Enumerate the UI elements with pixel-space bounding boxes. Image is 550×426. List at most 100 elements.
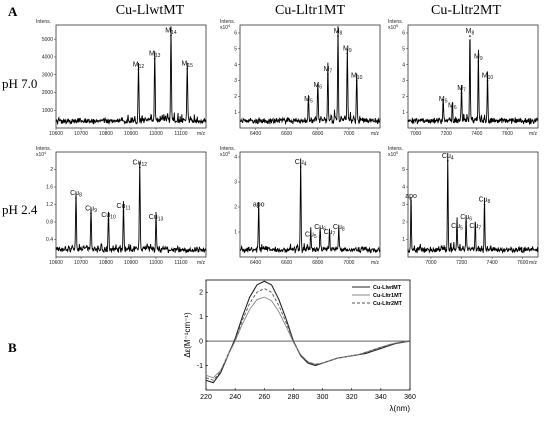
cd-x-tick-label: 220 — [200, 394, 212, 401]
cd-spectrum-chart: 220 240 260 280 300 320 340 360 -1 0 1 2 λ(nm) Δε(M⁻¹… — [183, 279, 416, 413]
x-tick-label: 7200 — [456, 260, 467, 266]
x-tick-label: 7000 — [425, 260, 436, 266]
spectrum-trace — [55, 26, 207, 126]
cd-y-tick-label: 2 — [199, 290, 203, 297]
column-header-wt: Cu-LlwtMT — [116, 3, 185, 18]
x-tick-label: 6600 — [281, 131, 292, 137]
peak-label: Cu10 — [101, 212, 116, 221]
y-tick-label: 3 — [402, 202, 405, 208]
ms-panel-tr2-ph24: 7000 7200 7400 7600 1 2 3 4 5 Intens.x105 m/z apo Cu… — [388, 146, 539, 266]
peak-apex — [465, 221, 467, 223]
peak-apex — [319, 231, 321, 233]
y-tick-label: 6 — [234, 31, 237, 37]
y-axis-title: Intens. — [388, 146, 403, 152]
cd-series-line-1 — [205, 280, 411, 384]
peak-label: M6 — [448, 103, 457, 112]
peak-label: Cu8 — [479, 197, 491, 206]
x-tick-label: 10600 — [49, 260, 63, 266]
peak-label: Cu6 — [314, 224, 326, 233]
y-axis-title: Intens. — [220, 146, 235, 152]
x-axis-title: m/z — [371, 260, 380, 266]
y-tick-label: 0.8 — [46, 220, 53, 226]
y-tick-label: 2 — [234, 94, 237, 100]
peak-apex — [346, 52, 349, 55]
x-axis-title: m/z — [371, 131, 380, 137]
cd-y-tick-label: 1 — [199, 314, 203, 321]
plot-frame — [55, 24, 207, 129]
peak-apex — [337, 231, 340, 233]
y-tick-label: 1 — [234, 230, 237, 236]
y-tick-label: 4 — [234, 155, 237, 161]
x-tick-label: 10700 — [74, 131, 88, 137]
row-header-ph7: pH 7.0 — [2, 76, 37, 91]
x-tick-label: 6800 — [312, 131, 323, 137]
ms-panel-wt-ph24: 10600 10700 10800 10900 11000 11100 0.4 0.8 1.2 1… — [36, 146, 207, 266]
peak-label: M7 — [324, 66, 333, 75]
cd-y-tick-label: -1 — [197, 363, 203, 370]
y-tick-label: 4 — [402, 62, 405, 68]
spectrum-trace — [407, 38, 539, 126]
ms-panel-tr1-ph24: 6400 6600 6800 7000 1 2 3 4 Intens.x105 m/z apo Cu4… — [220, 146, 381, 266]
y-tick-label: 1 — [402, 110, 405, 116]
peak-label: apo — [253, 202, 265, 209]
peak-apex — [309, 238, 312, 241]
x-tick-label: 11100 — [174, 260, 187, 266]
y-tick-label: 2000 — [42, 90, 53, 96]
peak-label: M9 — [343, 46, 352, 55]
x-tick-label: 10600 — [49, 131, 63, 137]
peak-label: Cu7 — [324, 229, 336, 238]
peak-apex — [186, 67, 189, 70]
y-scale-label: x104 — [220, 24, 230, 31]
x-tick-label: 7600 — [502, 131, 513, 137]
y-tick-label: 2 — [402, 94, 405, 100]
peak-apex — [327, 73, 329, 75]
spectrum-trace — [239, 158, 381, 254]
ms-panel-wt-ph7: 10600 10700 10800 10900 11000 11100 1000 2000 30… — [36, 19, 207, 137]
y-tick-label: 2 — [50, 167, 53, 173]
peak-apex — [153, 57, 156, 60]
cd-y-axis-title: Δε(M⁻¹cm⁻¹) — [183, 312, 192, 358]
peak-label: Cu11 — [116, 203, 130, 212]
cd-y-tick-label: 0 — [199, 339, 203, 346]
y-tick-label: 1.6 — [46, 185, 53, 191]
peak-label: M5 — [439, 96, 448, 105]
peak-label: M10 — [351, 72, 363, 81]
x-tick-label: 7000 — [343, 131, 354, 137]
column-header-tr1: Cu-Lltr1MT — [275, 3, 345, 18]
peak-apex — [307, 103, 310, 106]
y-scale-label: x104 — [36, 151, 46, 158]
peak-apex — [75, 197, 77, 199]
peak-label: M15 — [182, 61, 194, 70]
peak-apex — [483, 203, 486, 206]
spectrum-trace — [407, 153, 539, 255]
peak-label: M14 — [165, 28, 177, 37]
peak-apex — [469, 35, 471, 37]
peak-label: Cu13 — [149, 214, 164, 223]
y-tick-label: 2 — [402, 220, 405, 226]
cd-x-tick-label: 320 — [346, 394, 358, 401]
peak-label: Cu6 — [460, 214, 472, 223]
x-tick-label: 7000 — [343, 260, 354, 266]
y-tick-label: 4000 — [42, 55, 53, 61]
y-tick-label: 1.2 — [46, 202, 53, 208]
peak-label: Cu5 — [305, 232, 317, 241]
peak-label: Cu4 — [442, 153, 454, 162]
peak-apex — [410, 200, 412, 202]
y-tick-label: 3 — [402, 78, 405, 84]
x-tick-label: 6800 — [312, 260, 323, 266]
y-tick-label: 5 — [234, 46, 237, 52]
y-axis-title: Intens. — [388, 19, 403, 25]
y-tick-label: 6 — [402, 31, 405, 37]
peak-apex — [170, 34, 172, 37]
peak-apex — [442, 103, 444, 106]
y-tick-label: 1000 — [42, 108, 53, 114]
x-tick-label: 10800 — [99, 131, 113, 137]
x-tick-label: 11000 — [149, 260, 163, 266]
peak-apex — [316, 89, 319, 91]
row-header-ph24: pH 2.4 — [2, 202, 38, 217]
y-tick-label: 1 — [234, 110, 237, 116]
panel-label-a: A — [8, 4, 18, 19]
peak-apex — [299, 166, 302, 168]
y-tick-label: 3 — [234, 78, 237, 84]
